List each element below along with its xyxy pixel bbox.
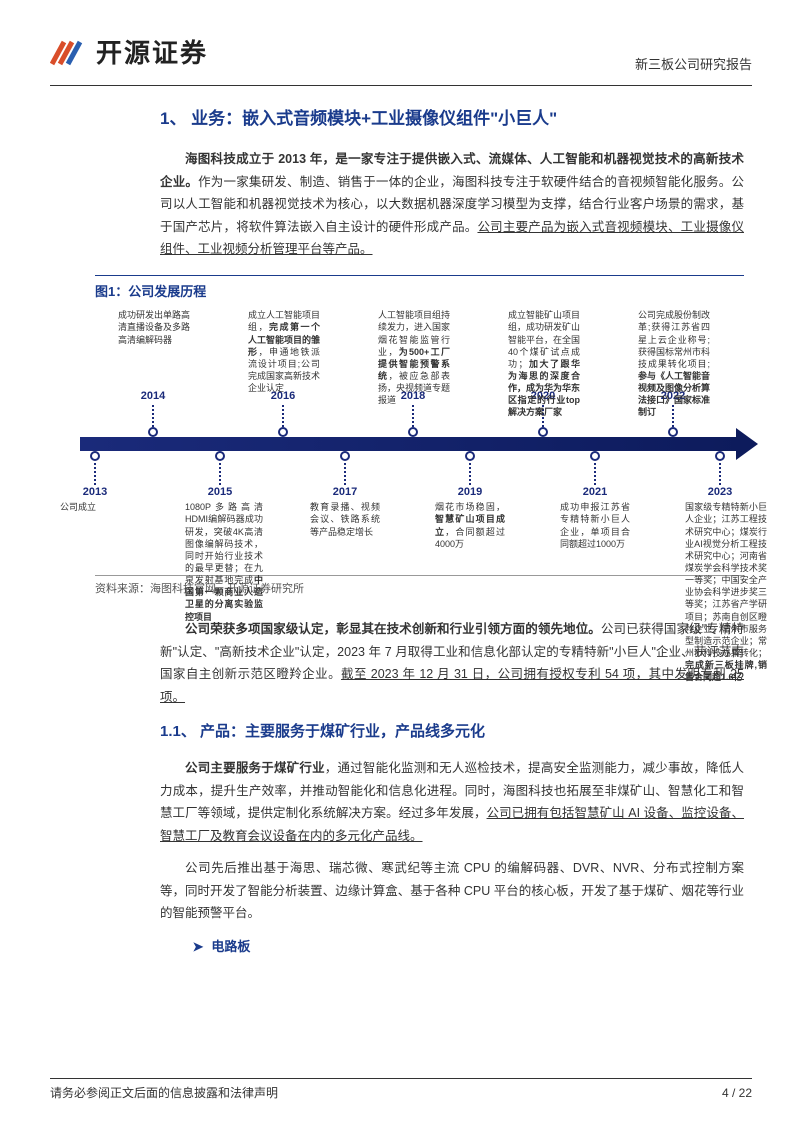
paragraph-1: 海图科技成立于 2013 年，是一家专注于提供嵌入式、流媒体、人工智能和机器视觉…: [160, 148, 744, 261]
paragraph-3: 公司主要服务于煤矿行业，通过智能化监测和无人巡检技术，提高安全监测能力，减少事故…: [160, 757, 744, 847]
timeline-event: 人工智能项目组持续发力，进入国家烟花智能监管行业，为500+工厂提供智能预警系统…: [378, 309, 450, 406]
timeline-axis: [80, 437, 744, 451]
footer-page-number: 4 / 22: [722, 1083, 752, 1105]
page-header: 开源证券 新三板公司研究报告: [50, 30, 752, 86]
page-footer: 请务必参阅正文后面的信息披露和法律声明 4 / 22: [50, 1078, 752, 1105]
timeline-year: 2021: [570, 485, 620, 500]
section-1-title: 1、 业务：嵌入式音频模块+工业摄像仪组件"小巨人": [160, 104, 744, 135]
p3-bold: 公司主要服务于煤矿行业: [185, 761, 325, 775]
logo-text: 开源证券: [96, 30, 208, 77]
timeline-year: 2019: [445, 485, 495, 500]
timeline-event: 烟花市场稳固，智慧矿山项目成立，合同额超过4000万: [435, 501, 505, 550]
timeline-event: 成立人工智能项目组，完成第一个人工智能项目的雏形，申通地铁派流设计项目;公司完成…: [248, 309, 320, 394]
timeline-year: 2013: [70, 485, 120, 500]
p2-bold: 公司荣获多项国家级认定，彰显其在技术创新和行业引领方面的领先地位。: [185, 622, 601, 636]
paragraph-2: 公司荣获多项国家级认定，彰显其在技术创新和行业引领方面的领先地位。公司已获得国家…: [160, 618, 744, 708]
paragraph-4: 公司先后推出基于海思、瑞芯微、寒武纪等主流 CPU 的编解码器、DVR、NVR、…: [160, 857, 744, 925]
timeline-chart: 2014成功研发出单路高清直播设备及多路高清编解码器2016成立人工智能项目组，…: [60, 309, 764, 569]
timeline-arrowhead-icon: [736, 428, 758, 460]
timeline-event: 1080P多路高清HDMI编解码器成功研发，突破4K高清图像编解码技术，同时开始…: [185, 501, 263, 622]
footer-disclaimer: 请务必参阅正文后面的信息披露和法律声明: [50, 1083, 278, 1105]
logo-icon: [50, 36, 88, 70]
timeline-event: 教育录播、视频会议、铁路系统等产品稳定增长: [310, 501, 380, 537]
timeline-event: 国家级专精特新小巨人企业；江苏工程技术研究中心；煤炭行业AI视觉分析工程技术研究…: [685, 501, 767, 683]
timeline-year: 2014: [128, 389, 178, 404]
timeline-year: 2017: [320, 485, 370, 500]
report-type: 新三板公司研究报告: [635, 53, 752, 76]
bullet-circuit-board: ➤ 电路板: [193, 935, 745, 958]
figure-1-title: 图1：公司发展历程: [95, 275, 744, 303]
bullet-label: 电路板: [211, 939, 250, 954]
timeline-event: 公司完成股份制改革;获得江苏省四星上云企业称号;获得国标常州市科技成果转化项目;…: [638, 309, 710, 418]
bullet-arrow-icon: ➤: [193, 939, 204, 954]
section-1-1-title: 1.1、 产品：主要服务于煤矿行业，产品线多元化: [160, 718, 744, 745]
timeline-year: 2023: [695, 485, 745, 500]
timeline-year: 2015: [195, 485, 245, 500]
timeline-event: 成功研发出单路高清直播设备及多路高清编解码器: [118, 309, 190, 345]
timeline-event: 公司成立: [60, 501, 130, 513]
company-logo: 开源证券: [50, 30, 208, 77]
timeline-event: 成功申报江苏省专精特新小巨人企业，单项目合同额超过1000万: [560, 501, 630, 550]
timeline-event: 成立智能矿山项目组，成功研发矿山智能平台，在全国40个煤矿试点成功；加大了跟华为…: [508, 309, 580, 418]
